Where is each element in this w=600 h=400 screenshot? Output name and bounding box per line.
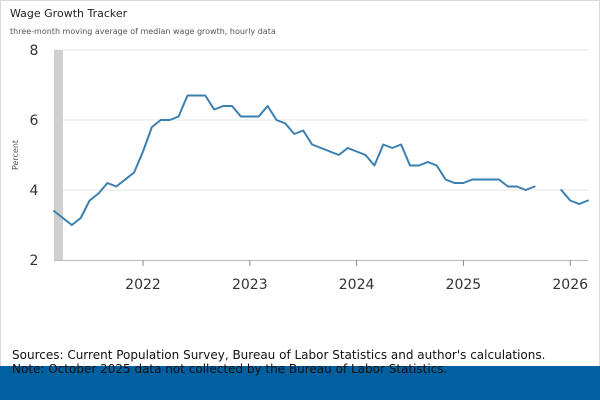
x-axis-ticks: 2022 2023 2024 2025 2026 xyxy=(125,260,588,293)
y-tick-label-2: 2 xyxy=(30,253,39,269)
sources-note: Sources: Current Population Survey, Bure… xyxy=(12,348,546,362)
series-line-segment-2 xyxy=(560,189,589,205)
footer-notes: Sources: Current Population Survey, Bure… xyxy=(12,348,545,376)
recession-shading xyxy=(54,50,63,260)
collection-note: Note: October 2025 data not collected by… xyxy=(12,362,448,376)
x-tick-label-2022: 2022 xyxy=(125,277,161,293)
y-axis-ticks: 2 4 6 8 xyxy=(30,43,39,269)
series-line-segment-1 xyxy=(53,94,536,226)
chart-title: Wage Growth Tracker xyxy=(10,7,128,20)
x-tick-label-2023: 2023 xyxy=(232,277,268,293)
y-tick-label-8: 8 xyxy=(30,43,39,59)
series-lines xyxy=(53,94,589,226)
x-tick-label-2026: 2026 xyxy=(552,277,588,293)
chart-subtitle: three-month moving average of median wag… xyxy=(10,27,276,36)
y-tick-label-6: 6 xyxy=(30,113,39,129)
y-axis-label: Percent xyxy=(11,140,20,170)
y-tick-label-4: 4 xyxy=(30,183,39,199)
grid-lines xyxy=(54,49,588,191)
footer-band xyxy=(0,366,600,400)
x-tick-label-2025: 2025 xyxy=(446,277,482,293)
x-tick-label-2024: 2024 xyxy=(339,277,375,293)
